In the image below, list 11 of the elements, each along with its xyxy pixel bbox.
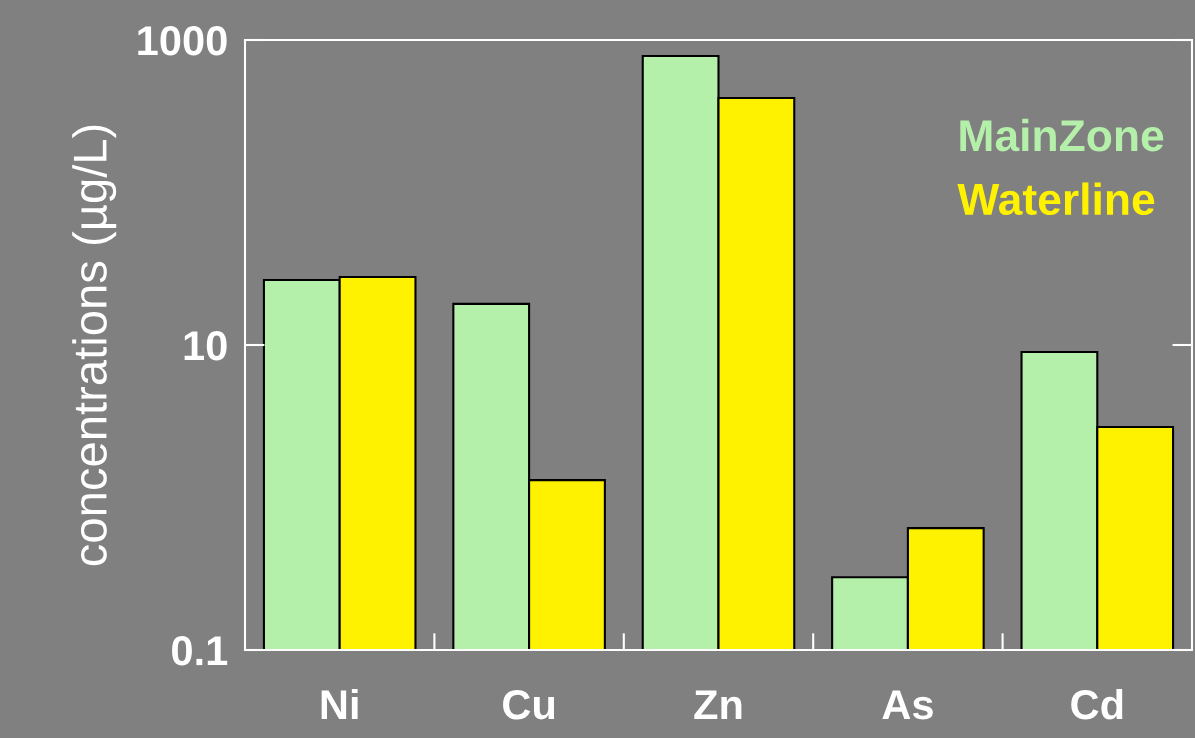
x-tick-label: Ni [321, 688, 358, 720]
x-tick-label: Zn [694, 690, 742, 720]
text: Waterline [957, 182, 1155, 216]
y-tick-label: 0.1 [172, 636, 228, 666]
x-tick-label: Cd [1071, 688, 1123, 720]
text: MainZone [960, 118, 1164, 152]
y-tick-label: 1000 [138, 26, 227, 56]
y-tick-label: 10 [184, 331, 227, 361]
x-tick-label: Cu [503, 689, 555, 720]
x-tick-label: As [882, 690, 933, 720]
y-axis-title: concentrations (µg/L) [72, 125, 117, 566]
